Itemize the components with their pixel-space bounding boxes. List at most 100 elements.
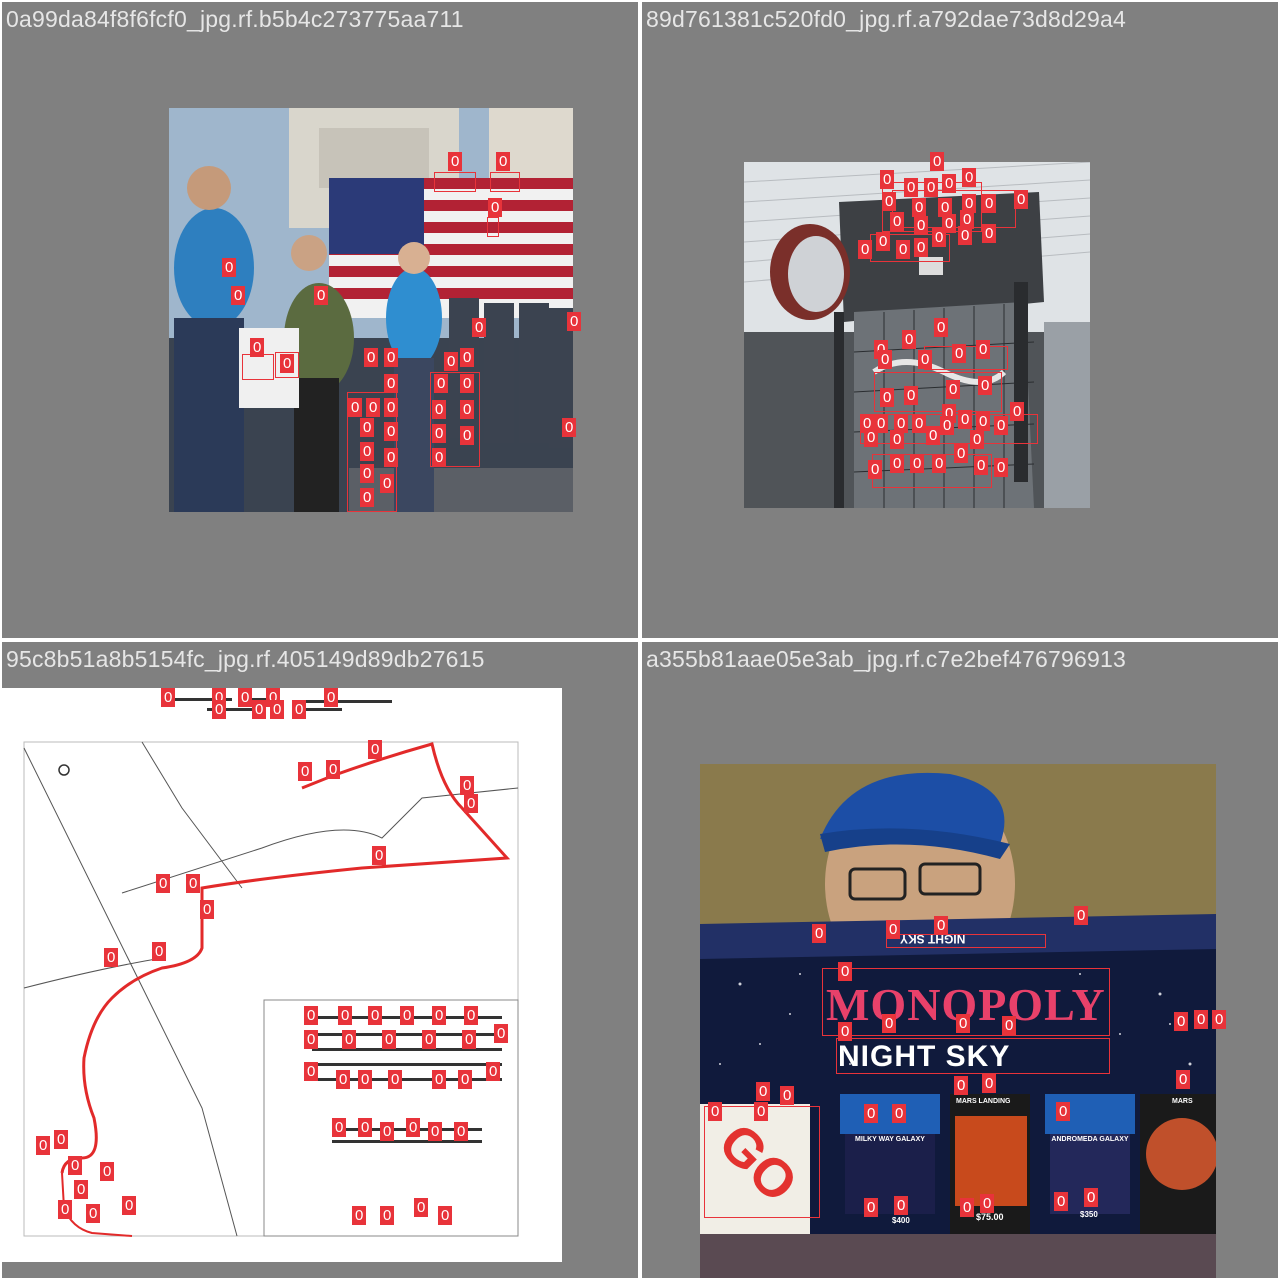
class-label: 0 <box>962 168 977 187</box>
class-label: 0 <box>890 430 905 449</box>
class-label: 0 <box>432 424 447 443</box>
detection-box <box>487 217 499 237</box>
class-label: 0 <box>896 240 911 259</box>
class-label: 0 <box>326 760 341 779</box>
class-label: 0 <box>812 924 827 943</box>
class-label: 0 <box>252 700 267 719</box>
class-label: 0 <box>488 198 503 217</box>
class-label: 0 <box>496 152 511 171</box>
class-label: 0 <box>388 1070 403 1089</box>
class-label: 0 <box>314 286 329 305</box>
class-label: 0 <box>956 1014 971 1033</box>
tile-caption: a355b81aae05e3ab_jpg.rf.c7e2bef476796913 <box>646 646 1126 672</box>
class-label: 0 <box>914 216 929 235</box>
class-label: 0 <box>360 418 375 437</box>
class-label: 0 <box>886 920 901 939</box>
class-label: 0 <box>432 400 447 419</box>
price-400: $400 <box>892 1216 910 1225</box>
class-label: 0 <box>231 286 246 305</box>
detection-box <box>704 1106 820 1218</box>
class-label: 0 <box>562 418 577 437</box>
class-label: 0 <box>930 152 945 171</box>
monopoly-subtitle: NIGHT SKY <box>838 1040 1011 1073</box>
class-label: 0 <box>934 916 949 935</box>
class-label: 0 <box>382 1030 397 1049</box>
class-label: 0 <box>904 386 919 405</box>
class-label: 0 <box>36 1136 51 1155</box>
class-label: 0 <box>152 942 167 961</box>
class-label: 0 <box>280 354 295 373</box>
class-label: 0 <box>342 1030 357 1049</box>
class-label: 0 <box>958 226 973 245</box>
class-label: 0 <box>380 474 395 493</box>
class-label: 0 <box>880 170 895 189</box>
class-label: 0 <box>432 448 447 467</box>
class-label: 0 <box>932 454 947 473</box>
class-label: 0 <box>970 430 985 449</box>
class-label: 0 <box>894 1196 909 1215</box>
space-mars: MARS <box>1172 1098 1193 1105</box>
route-map-art <box>23 698 519 1237</box>
class-label: 0 <box>400 1006 415 1025</box>
tile-caption: 0a99da84f8f6fcf0_jpg.rf.b5b4c273775aa711 <box>6 6 464 32</box>
detection-box <box>836 1038 1110 1074</box>
compass-icon <box>58 764 70 776</box>
class-label: 0 <box>422 1030 437 1049</box>
class-label: 0 <box>54 1130 69 1149</box>
class-label: 0 <box>902 330 917 349</box>
class-label: 0 <box>892 1104 907 1123</box>
class-label: 0 <box>358 1070 373 1089</box>
class-label: 0 <box>880 388 895 407</box>
class-label: 0 <box>912 414 927 433</box>
class-label: 0 <box>460 776 475 795</box>
class-label: 0 <box>122 1196 137 1215</box>
class-label: 0 <box>384 348 399 367</box>
class-label: 0 <box>962 194 977 213</box>
tile-caption: 89d761381c520fd0_jpg.rf.a792dae73d8d29a4 <box>646 6 1126 32</box>
space-mars-landing: MARS LANDING <box>956 1098 1011 1105</box>
monopoly-photo: MONOPOLY NIGHT SKY NIGHT SKY GO MARS LAN… <box>700 764 1216 1278</box>
class-label: 0 <box>384 422 399 441</box>
class-label: 0 <box>567 312 582 331</box>
class-label: 0 <box>1056 1102 1071 1121</box>
class-label: 0 <box>960 1198 975 1217</box>
flag <box>329 178 573 318</box>
class-label: 0 <box>982 194 997 213</box>
class-label: 0 <box>868 460 883 479</box>
detection-box <box>490 172 520 192</box>
class-label: 0 <box>994 416 1009 435</box>
ceremony-photo <box>169 108 573 512</box>
class-label: 0 <box>454 1122 469 1141</box>
class-label: 0 <box>910 454 925 473</box>
class-label: 0 <box>1014 190 1029 209</box>
class-label: 0 <box>756 1082 771 1101</box>
detection-box <box>822 968 1110 1036</box>
class-label: 0 <box>982 224 997 243</box>
class-label: 0 <box>460 426 475 445</box>
class-label: 0 <box>74 1180 89 1199</box>
class-label: 0 <box>292 700 307 719</box>
class-label: 0 <box>438 1206 453 1225</box>
class-label: 0 <box>946 380 961 399</box>
price-75: $75.00 <box>976 1212 1004 1222</box>
class-label: 0 <box>156 874 171 893</box>
class-label: 0 <box>1212 1010 1227 1029</box>
class-label: 0 <box>754 1102 769 1121</box>
class-label: 0 <box>1176 1070 1191 1089</box>
class-label: 0 <box>428 1122 443 1141</box>
class-label: 0 <box>976 340 991 359</box>
class-label: 0 <box>68 1156 83 1175</box>
detection-box <box>430 372 480 467</box>
class-label: 0 <box>324 688 339 707</box>
class-label: 0 <box>250 338 265 357</box>
class-label: 0 <box>161 688 176 707</box>
detection-box <box>434 172 476 192</box>
route-map <box>2 688 562 1262</box>
mosaic-tile: 95c8b51a8b5154fc_jpg.rf.405149d89db27615 <box>2 642 638 1278</box>
class-label: 0 <box>1010 402 1025 421</box>
class-label: 0 <box>864 428 879 447</box>
mosaic-tile: 89d761381c520fd0_jpg.rf.a792dae73d8d29a4 <box>642 2 1278 638</box>
class-label: 0 <box>914 238 929 257</box>
class-label: 0 <box>982 1074 997 1093</box>
class-label: 0 <box>460 400 475 419</box>
